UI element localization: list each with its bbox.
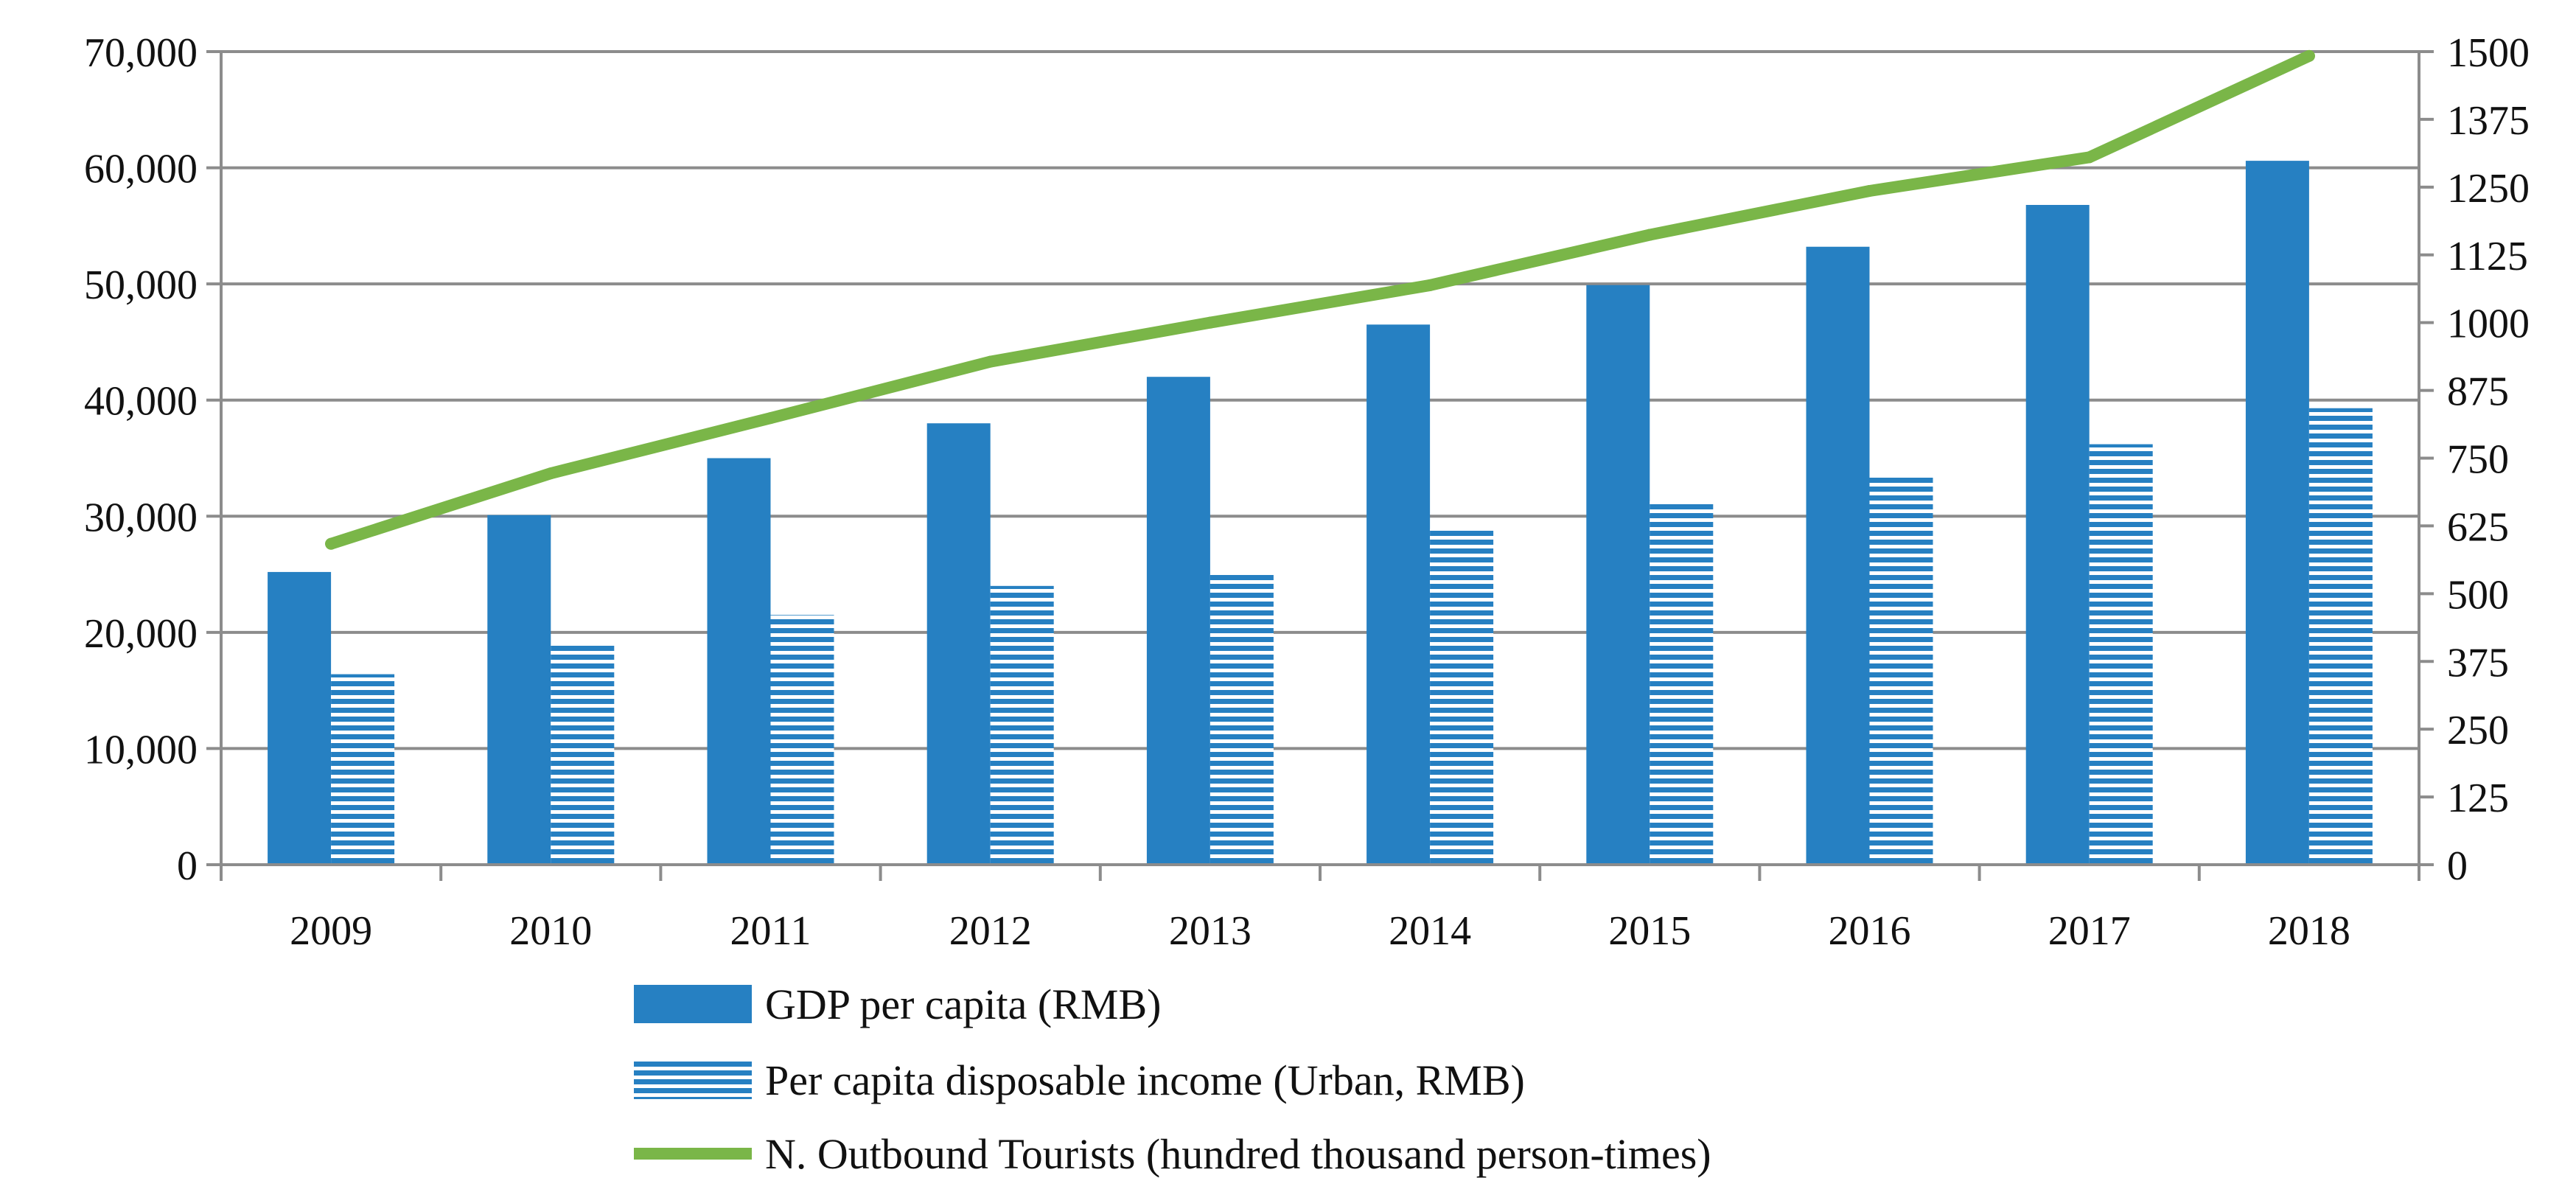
tourists-line xyxy=(325,49,2315,550)
income-bar-2015 xyxy=(1650,501,1714,865)
tourists-point-2009 xyxy=(325,537,338,550)
gdp-bar-2016 xyxy=(1806,246,1870,865)
right-axis-tick-label: 1500 xyxy=(2447,30,2530,76)
left-axis-tick-label: 0 xyxy=(177,843,198,889)
right-axis-tick-label: 250 xyxy=(2447,708,2509,753)
right-axis-tick-label: 375 xyxy=(2447,640,2509,686)
right-axis-tick-label: 1000 xyxy=(2447,302,2530,347)
left-axis-tick-label: 20,000 xyxy=(84,611,198,657)
right-axis-tick-label: 875 xyxy=(2447,369,2509,415)
tourists-point-2013 xyxy=(1204,316,1216,329)
income-bar-2011 xyxy=(770,615,834,865)
income-bar-2010 xyxy=(551,645,615,865)
gdp-bar-2018 xyxy=(2245,161,2309,865)
tourists-point-2018 xyxy=(2303,49,2315,62)
gridlines xyxy=(221,50,2419,750)
legend: GDP per capita (RMB) Per capita disposabl… xyxy=(634,980,1711,1178)
axes xyxy=(206,50,2434,881)
income-bar-2016 xyxy=(1869,474,1933,865)
right-axis-tick-label: 0 xyxy=(2447,843,2468,889)
right-axis-tick-label: 1125 xyxy=(2447,234,2528,279)
x-axis-tick-label: 2010 xyxy=(509,908,592,954)
gdp-bar-2015 xyxy=(1586,285,1650,865)
legend-label-1: Per capita disposable income (Urban, RMB… xyxy=(765,1056,1525,1104)
legend-swatch-income xyxy=(634,1061,752,1099)
right-axis-tick-label: 625 xyxy=(2447,504,2509,550)
left-axis-tick-label: 60,000 xyxy=(84,147,198,192)
gdp-bar-2011 xyxy=(707,458,771,865)
tourists-point-2016 xyxy=(1863,184,1876,197)
gdp-bar-2013 xyxy=(1146,377,1210,865)
income-bar-2013 xyxy=(1210,574,1274,865)
left-axis-tick-label: 30,000 xyxy=(84,495,198,540)
x-axis-tick-label: 2015 xyxy=(1608,908,1691,954)
tourists-point-2011 xyxy=(764,412,777,425)
left-axis-tick-label: 10,000 xyxy=(84,727,198,773)
right-axis-tick-label: 750 xyxy=(2447,437,2509,483)
gdp-bar-2009 xyxy=(268,571,332,865)
tourists-line-path xyxy=(325,49,2315,550)
x-axis-tick-label: 2012 xyxy=(949,908,1032,954)
x-axis-tick-label: 2013 xyxy=(1169,908,1252,954)
legend-label-0: GDP per capita (RMB) xyxy=(765,980,1161,1028)
x-axis-tick-label: 2017 xyxy=(2048,908,2131,954)
x-axis-tick-label: 2016 xyxy=(1829,908,1911,954)
bars xyxy=(268,161,2373,865)
tick-labels: 0 10,000 20,000 30,000 40,000 50,000 60,000 70,… xyxy=(84,30,2530,954)
legend-label-2: N. Outbound Tourists (hundred thousand p… xyxy=(765,1130,1711,1178)
left-axis-tick-label: 50,000 xyxy=(84,262,198,308)
x-axis-tick-label: 2014 xyxy=(1389,908,1471,954)
tourists-point-2015 xyxy=(1644,229,1656,241)
left-axis-tick-label: 70,000 xyxy=(84,30,198,76)
gdp-bar-2014 xyxy=(1366,324,1431,865)
income-bar-2012 xyxy=(990,585,1054,865)
x-axis-tick-label: 2011 xyxy=(730,908,811,954)
tourists-point-2012 xyxy=(984,355,996,368)
x-axis-tick-label: 2009 xyxy=(290,908,372,954)
income-bar-2009 xyxy=(331,674,395,865)
income-bar-2014 xyxy=(1430,529,1494,865)
gdp-bar-2017 xyxy=(2025,204,2090,865)
left-axis-tick-label: 40,000 xyxy=(84,379,198,425)
right-axis-tick-label: 125 xyxy=(2447,776,2509,821)
income-bar-2018 xyxy=(2308,408,2373,865)
tourists-point-2010 xyxy=(545,467,557,480)
gdp-bar-2012 xyxy=(926,423,991,865)
tourists-point-2017 xyxy=(2083,151,2095,164)
tourists-point-2014 xyxy=(1424,279,1437,291)
legend-swatch-gdp xyxy=(634,985,752,1023)
right-axis-tick-label: 1375 xyxy=(2447,98,2530,144)
right-axis-tick-label: 500 xyxy=(2447,572,2509,618)
right-axis-tick-label: 1250 xyxy=(2447,166,2530,212)
x-axis-tick-label: 2018 xyxy=(2268,908,2350,954)
gdp-bar-2010 xyxy=(487,515,551,865)
income-bar-2017 xyxy=(2089,444,2153,865)
